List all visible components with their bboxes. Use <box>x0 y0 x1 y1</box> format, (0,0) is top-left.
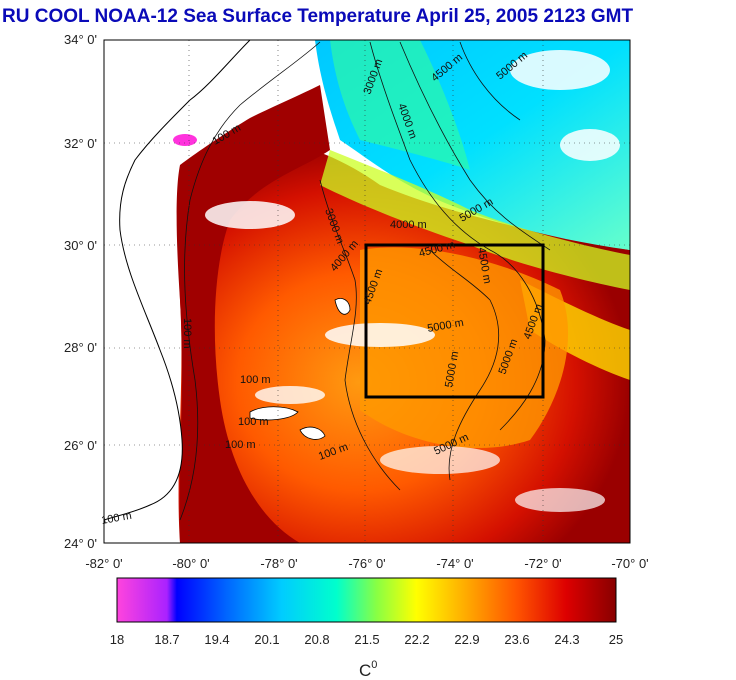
land-mass <box>104 40 251 521</box>
lon-tick-label: -70° 0' <box>611 556 648 571</box>
plot-frame <box>103 39 631 544</box>
lon-tick-label: -72° 0' <box>524 556 561 571</box>
lat-tick-label: 32° 0' <box>64 136 97 151</box>
contour-label: 4000 m <box>390 219 427 231</box>
lon-tick-label: -76° 0' <box>348 556 385 571</box>
contour-label: 100 m <box>100 510 132 527</box>
contour-label: 100 m <box>240 374 271 386</box>
latitude-ticks: 34° 0' 32° 0' 30° 0' 28° 0' 26° 0' 24° 0… <box>64 32 97 551</box>
colorbar-tick-label: 25 <box>609 632 623 647</box>
lat-tick-label: 26° 0' <box>64 438 97 453</box>
lat-tick-label: 30° 0' <box>64 238 97 253</box>
colorbar-ticks: 18 18.7 19.4 20.1 20.8 21.5 22.2 22.9 23… <box>110 632 623 647</box>
colorbar-tick-label: 21.5 <box>354 632 379 647</box>
bathymetry-contours <box>179 41 551 521</box>
colorbar-tick-label: 19.4 <box>204 632 229 647</box>
colorbar-tick-label: 22.9 <box>454 632 479 647</box>
longitude-ticks: -82° 0' -80° 0' -78° 0' -76° 0' -74° 0' … <box>85 556 648 571</box>
map-title: RU COOL NOAA-12 Sea Surface Temperature … <box>2 6 634 27</box>
lat-tick-label: 28° 0' <box>64 340 97 355</box>
study-region-box <box>364 243 545 399</box>
colorbar-tick-label: 18.7 <box>154 632 179 647</box>
colorbar-tick-label: 22.2 <box>404 632 429 647</box>
colorbar-tick-label: 18 <box>110 632 124 647</box>
colorbar-tick-label: 20.8 <box>304 632 329 647</box>
lon-tick-label: -80° 0' <box>172 556 209 571</box>
colorbar-unit: C0 <box>359 659 377 680</box>
lon-tick-label: -82° 0' <box>85 556 122 571</box>
colorbar-tick-label: 24.3 <box>554 632 579 647</box>
lon-tick-label: -78° 0' <box>260 556 297 571</box>
contour-label: 100 m <box>238 416 269 428</box>
colorbar-tick-label: 23.6 <box>504 632 529 647</box>
lat-tick-label: 34° 0' <box>64 32 97 47</box>
lat-tick-label: 24° 0' <box>64 536 97 551</box>
contour-label: 100 m <box>225 439 256 451</box>
colorbar-tick-label: 20.1 <box>254 632 279 647</box>
colorbar <box>116 577 617 623</box>
lon-tick-label: -74° 0' <box>436 556 473 571</box>
contour-label: 100 m <box>181 318 193 349</box>
